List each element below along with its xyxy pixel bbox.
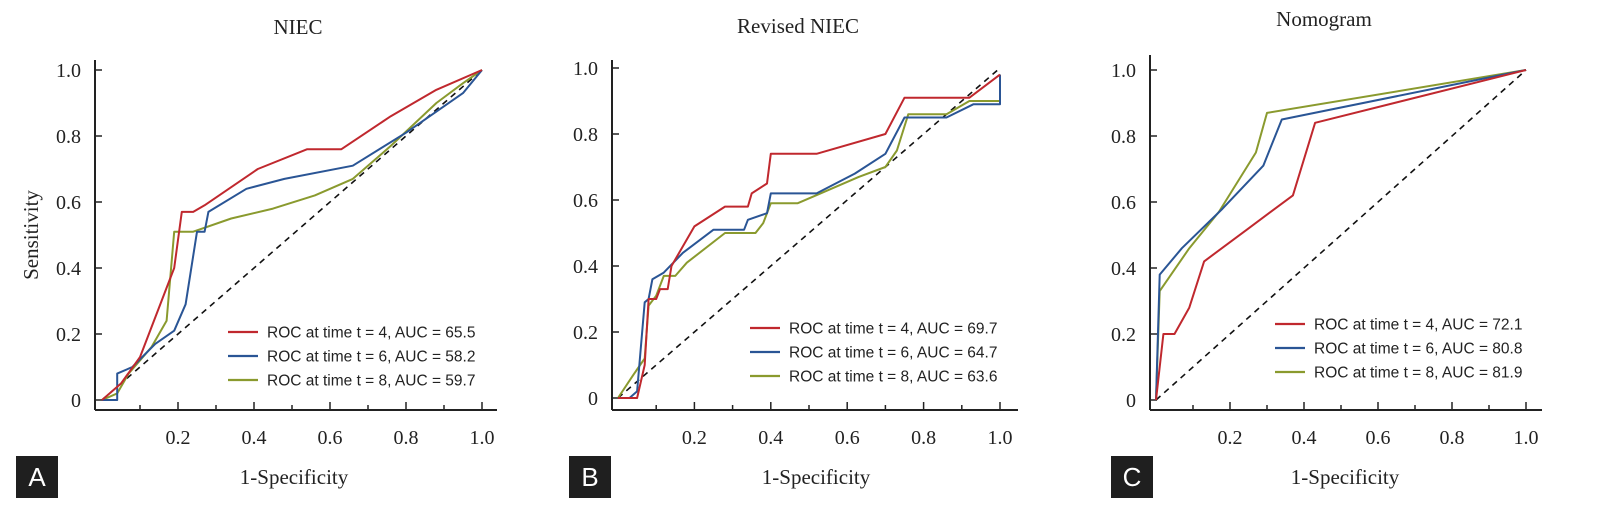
y-tick-label: 1.0 — [1111, 60, 1136, 82]
roc-curve-t6 — [1155, 69, 1527, 401]
legend-label-t8: ROC at time t = 8, AUC = 81.9 — [1314, 365, 1522, 382]
panel-title: Revised NIEC — [737, 14, 859, 38]
x-tick-label: 0.8 — [1440, 427, 1465, 449]
legend-label-t6: ROC at time t = 6, AUC = 80.8 — [1314, 341, 1522, 358]
panel-badge — [1111, 456, 1153, 498]
legend-label-t4: ROC at time t = 4, AUC = 72.1 — [1314, 317, 1522, 334]
y-tick-label: 0.4 — [1111, 258, 1136, 280]
x-tick-label: 0.4 — [758, 427, 783, 449]
roc-panel-c: Nomogram 0 0.2 0.4 0.6 0.8 1.0 0.2 0.4 0.6 0.8 1.0 1… — [1111, 7, 1542, 498]
x-tick-label: 1.0 — [470, 427, 495, 449]
roc-curve-t4 — [1155, 69, 1527, 401]
roc-curve-t6 — [102, 69, 483, 401]
y-tick-label: 0.2 — [1111, 324, 1136, 346]
legend-label-t4: ROC at time t = 4, AUC = 69.7 — [789, 321, 997, 338]
roc-curve-t4 — [101, 69, 483, 401]
y-tick-label: 1.0 — [573, 58, 598, 80]
x-tick-label: 0.2 — [1218, 427, 1243, 449]
y-tick-label: 0.8 — [1111, 126, 1136, 148]
roc-panel-a: NIEC 0 0.2 0.4 0.6 0.8 1.0 0.2 0.4 0.6 0.8 1.0 1-Spe… — [16, 15, 497, 498]
x-axis-label: 1-Specificity — [1291, 465, 1400, 489]
legend-label-t4: ROC at time t = 4, AUC = 65.5 — [267, 325, 475, 342]
x-tick-label: 1.0 — [988, 427, 1013, 449]
x-tick-label: 0.2 — [166, 427, 191, 449]
panel-title: Nomogram — [1276, 7, 1372, 31]
roc-panel-b: Revised NIEC 0 0.2 0.4 0.6 0.8 1.0 0.2 0.4 0.6 0.8… — [569, 14, 1018, 498]
x-tick-label: 1.0 — [1514, 427, 1539, 449]
y-tick-label: 0.8 — [573, 124, 598, 146]
y-tick-label: 0.6 — [56, 192, 81, 214]
y-tick-label: 0 — [1126, 390, 1136, 412]
roc-curve-t8 — [101, 69, 483, 401]
legend-label-t8: ROC at time t = 8, AUC = 59.7 — [267, 373, 475, 390]
y-tick-label: 0.4 — [56, 258, 81, 280]
y-tick-label: 0.6 — [573, 190, 598, 212]
x-tick-label: 0.4 — [242, 427, 267, 449]
x-axis-label: 1-Specificity — [240, 465, 349, 489]
reference-diagonal — [1155, 69, 1527, 401]
panel-title: NIEC — [274, 15, 323, 39]
x-tick-label: 0.8 — [911, 427, 936, 449]
roc-curve-t4 — [618, 73, 1001, 399]
panel-badge — [16, 456, 58, 498]
x-tick-label: 0.6 — [318, 427, 343, 449]
y-tick-label: 0.2 — [573, 322, 598, 344]
panel-badge-letter: B — [581, 462, 598, 492]
y-tick-label: 0.2 — [56, 324, 81, 346]
reference-diagonal — [617, 67, 1001, 399]
x-tick-label: 0.4 — [1292, 427, 1317, 449]
panel-badge-letter: A — [28, 462, 46, 492]
y-axis-label: Sensitivity — [19, 190, 43, 280]
roc-curve-t6 — [618, 74, 1001, 399]
x-tick-label: 0.6 — [835, 427, 860, 449]
panel-badge — [569, 456, 611, 498]
x-axis-label: 1-Specificity — [762, 465, 871, 489]
legend-label-t6: ROC at time t = 6, AUC = 64.7 — [789, 345, 997, 362]
y-tick-label: 0 — [588, 388, 598, 410]
y-tick-label: 0.6 — [1111, 192, 1136, 214]
y-tick-label: 0.8 — [56, 126, 81, 148]
y-tick-label: 0 — [71, 390, 81, 412]
legend-label-t6: ROC at time t = 6, AUC = 58.2 — [267, 349, 475, 366]
y-tick-label: 0.4 — [573, 256, 598, 278]
x-tick-label: 0.8 — [394, 427, 419, 449]
x-tick-label: 0.2 — [682, 427, 707, 449]
x-tick-label: 0.6 — [1366, 427, 1391, 449]
y-tick-label: 1.0 — [56, 60, 81, 82]
panel-badge-letter: C — [1123, 462, 1142, 492]
legend-label-t8: ROC at time t = 8, AUC = 63.6 — [789, 369, 997, 386]
